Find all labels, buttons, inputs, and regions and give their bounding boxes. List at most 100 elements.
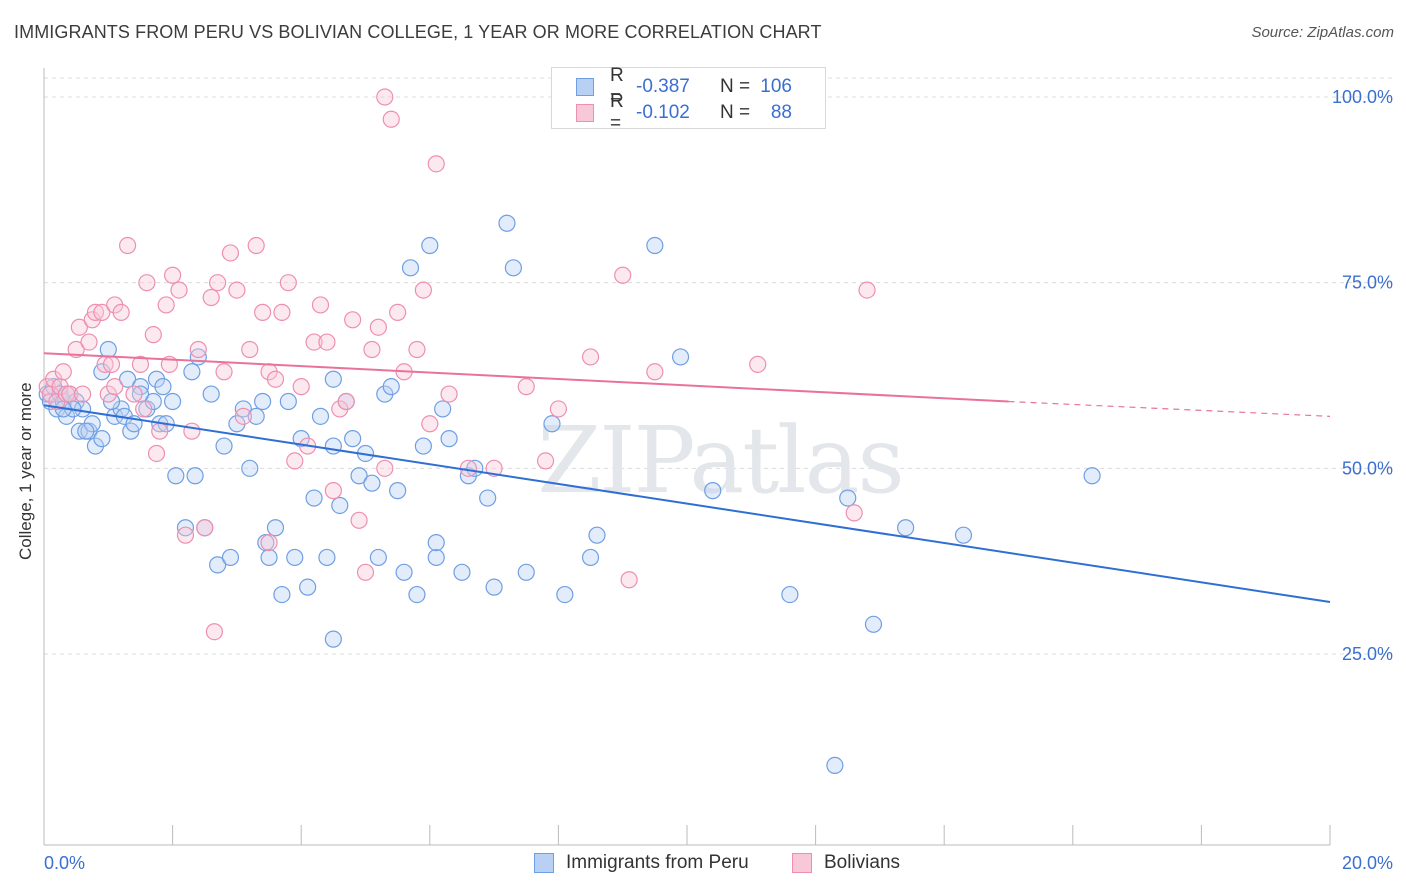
bolivians-point <box>318 333 336 351</box>
bolivians-point <box>620 571 638 589</box>
peru-point <box>286 548 304 567</box>
bolivians-point <box>311 296 330 314</box>
bolivians-point <box>131 355 150 373</box>
peru-point <box>154 378 172 396</box>
bolivians-point <box>408 340 426 359</box>
peru-point <box>305 489 323 507</box>
bolivians-point <box>324 482 342 500</box>
bottom-legend-bolivians[interactable]: Bolivians <box>792 852 900 874</box>
bolivians-point <box>369 318 387 336</box>
peru-point <box>70 422 88 440</box>
y-axis-label: College, 1 year or more <box>16 382 35 560</box>
bolivians-point <box>151 422 169 440</box>
bolivians-point <box>112 303 130 321</box>
bolivians-point <box>363 340 381 359</box>
bolivians-point <box>176 526 195 544</box>
bolivians-point <box>286 452 304 470</box>
peru-point <box>581 548 600 567</box>
bolivians-point <box>80 333 98 351</box>
x-tick-label: 20.0% <box>1342 853 1393 873</box>
peru-point <box>324 630 342 648</box>
peru-point <box>401 259 420 277</box>
peru-point <box>167 467 185 485</box>
peru-point <box>118 370 137 388</box>
bolivians-point <box>241 340 259 359</box>
bolivians-point <box>427 155 445 173</box>
peru-point <box>299 578 317 596</box>
peru-point <box>183 363 201 381</box>
bolivians-point <box>549 400 568 418</box>
peru-point <box>897 519 915 537</box>
peru-point <box>209 556 227 574</box>
watermark: ZIPatlas <box>537 407 902 514</box>
y-tick-label: 50.0% <box>1342 458 1393 478</box>
bolivians-point <box>215 363 233 381</box>
legend-n-value-peru: 106 <box>760 76 792 97</box>
peru-point <box>311 407 330 425</box>
peru-point <box>498 214 516 232</box>
legend-r-value-peru: -0.387 <box>636 76 690 97</box>
peru-point <box>440 430 458 448</box>
bolivians-point <box>389 303 407 321</box>
bolivians-point <box>102 355 121 373</box>
bolivians-point <box>292 378 310 396</box>
legend-row-bolivians: R = -0.102 N = 88 <box>576 91 792 134</box>
peru-point <box>344 430 362 448</box>
bolivians-point <box>93 303 111 321</box>
bolivians-point <box>157 296 175 314</box>
bolivians-point <box>118 236 137 255</box>
peru-point <box>453 563 471 581</box>
peru-point <box>479 489 497 507</box>
peru-point <box>408 585 426 604</box>
peru-point <box>864 615 883 633</box>
bolivians-point <box>135 400 153 418</box>
bolivians-point <box>273 303 291 321</box>
bolivians-point <box>209 274 227 292</box>
bolivians-point <box>138 274 156 292</box>
peru-point <box>77 422 95 440</box>
peru-point <box>646 236 664 255</box>
bolivians-point <box>73 385 92 403</box>
y-tick-label: 25.0% <box>1342 644 1393 664</box>
bolivians-point <box>147 444 166 463</box>
bolivians-point <box>414 281 432 299</box>
peru-point <box>704 482 722 500</box>
bolivians-point <box>67 340 85 359</box>
peru-point <box>279 392 297 411</box>
peru-point <box>93 430 111 448</box>
y-tick-label: 75.0% <box>1342 273 1393 293</box>
bolivians-point <box>234 407 252 425</box>
bottom-legend-peru[interactable]: Immigrants from Peru <box>534 852 749 874</box>
bolivians-point <box>485 459 503 477</box>
peru-point <box>427 533 445 552</box>
bolivians-point <box>614 266 632 284</box>
bolivians-point <box>581 348 600 366</box>
legend-r-value-bolivians: -0.102 <box>636 102 690 123</box>
bolivians-point <box>183 422 201 440</box>
peru-point <box>164 392 182 411</box>
bolivians-trendline <box>43 352 1009 403</box>
correlation-legend: R = -0.387 N = 106 R = -0.102 N = 88 <box>551 65 826 134</box>
bolivians-point <box>344 311 362 329</box>
bolivians-point <box>164 266 182 284</box>
bolivians-point <box>356 563 375 581</box>
bottom-legend-swatch-bolivians <box>792 853 812 873</box>
bolivians-point <box>228 281 246 299</box>
peru-point <box>221 548 240 567</box>
peru-point <box>331 496 349 515</box>
peru-point <box>781 585 799 604</box>
bolivians-point <box>70 318 88 336</box>
chart-title: IMMIGRANTS FROM PERU VS BOLIVIAN COLLEGE… <box>14 22 822 42</box>
peru-point <box>186 467 204 485</box>
bolivians-point <box>376 88 394 106</box>
x-tick-label: 0.0% <box>44 853 85 873</box>
peru-point <box>954 526 973 544</box>
bolivians-point <box>305 333 323 351</box>
peru-point <box>826 756 844 775</box>
bolivians-point <box>858 281 876 299</box>
legend-r-label: R = <box>610 91 624 134</box>
bolivians-point <box>517 378 535 396</box>
peru-point <box>434 400 452 418</box>
bolivians-point <box>254 303 272 321</box>
peru-point <box>202 385 220 403</box>
